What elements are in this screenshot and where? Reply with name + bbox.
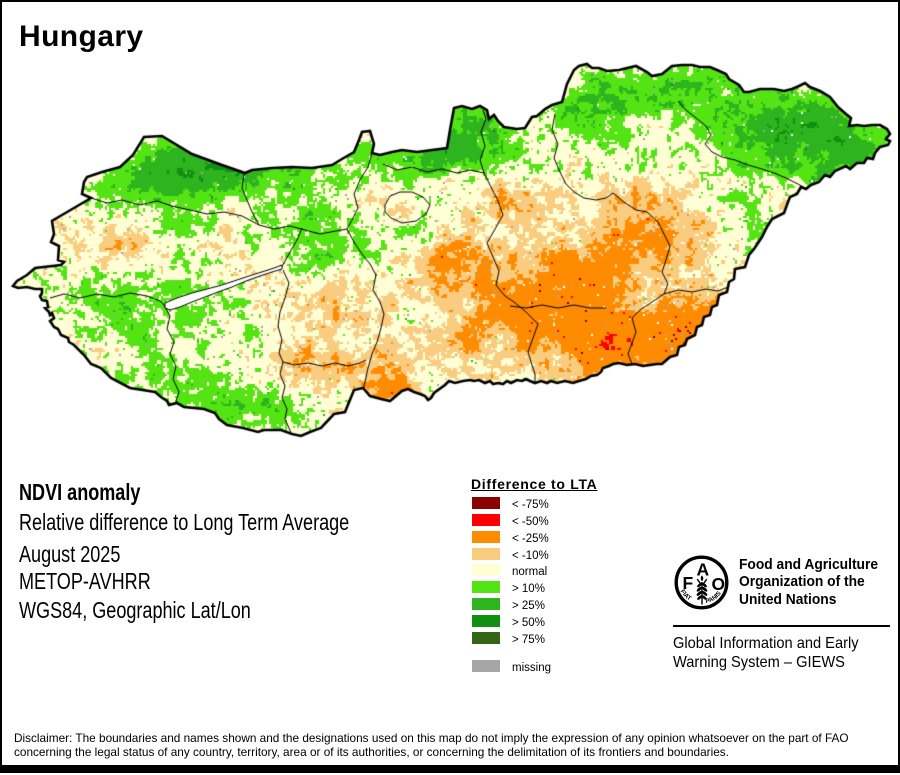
svg-text:F: F	[683, 573, 694, 593]
svg-text:O: O	[712, 574, 726, 594]
svg-text:A: A	[697, 560, 710, 580]
